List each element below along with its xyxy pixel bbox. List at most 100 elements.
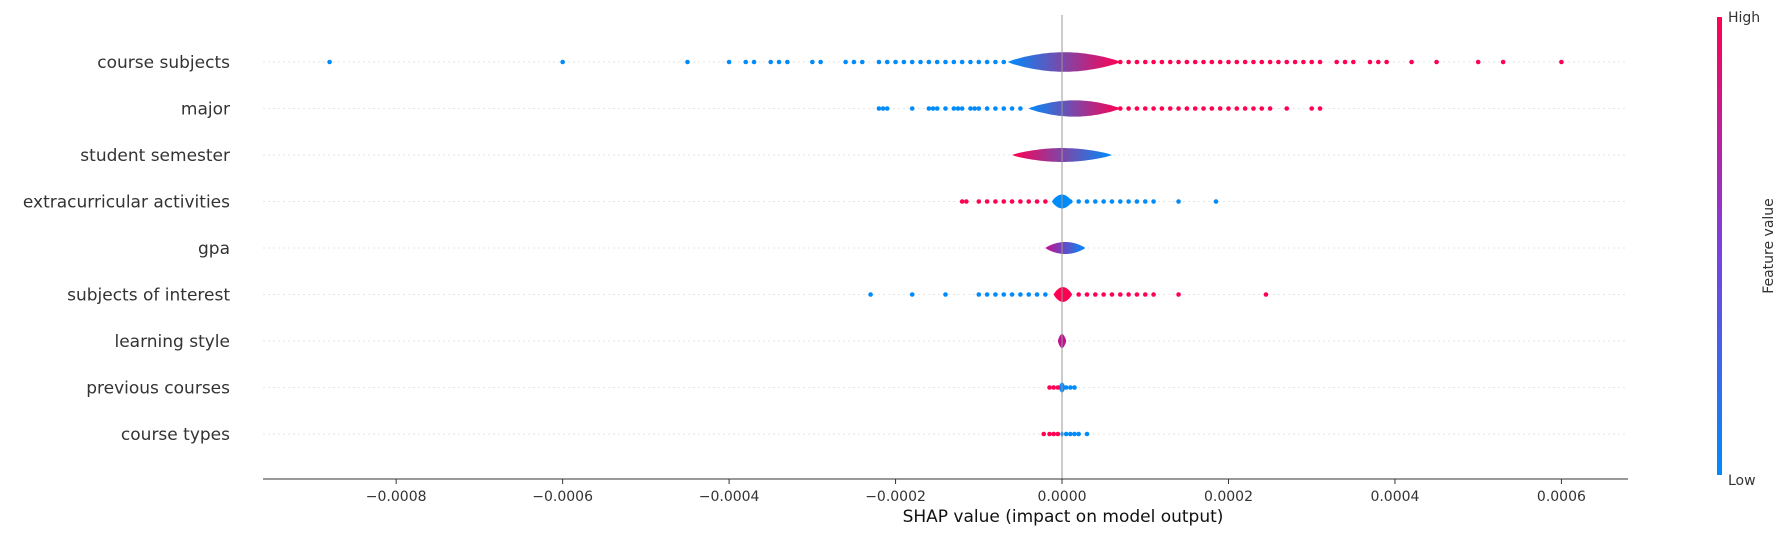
data-point bbox=[1034, 292, 1040, 297]
data-point bbox=[1242, 106, 1248, 111]
data-point bbox=[1351, 59, 1356, 65]
data-point bbox=[1309, 59, 1315, 65]
data-point bbox=[930, 106, 936, 111]
data-point bbox=[776, 59, 782, 65]
data-point bbox=[1009, 292, 1015, 297]
x-tick-label: 0.0000 bbox=[1038, 489, 1087, 505]
data-point bbox=[1192, 59, 1198, 65]
data-point bbox=[959, 199, 965, 204]
data-point bbox=[1001, 199, 1007, 204]
feature-label: course subjects bbox=[97, 53, 230, 73]
data-point bbox=[1026, 292, 1032, 297]
data-point bbox=[955, 106, 961, 111]
x-tick-label: −0.0008 bbox=[366, 489, 427, 505]
data-point bbox=[1072, 431, 1077, 437]
data-point bbox=[843, 59, 848, 65]
data-point bbox=[1117, 106, 1123, 111]
data-point bbox=[1184, 59, 1190, 65]
data-point bbox=[1068, 431, 1073, 437]
data-point bbox=[1167, 106, 1173, 111]
data-point bbox=[943, 106, 948, 111]
data-point bbox=[976, 292, 982, 297]
violin-body bbox=[1053, 287, 1072, 302]
data-point bbox=[876, 106, 882, 111]
data-point bbox=[1047, 385, 1052, 390]
data-point bbox=[1384, 59, 1389, 65]
data-point bbox=[1151, 106, 1156, 111]
data-point bbox=[1176, 292, 1181, 297]
data-point bbox=[1084, 431, 1090, 437]
data-point bbox=[1076, 292, 1081, 297]
data-point bbox=[1159, 59, 1165, 65]
data-point bbox=[1284, 106, 1290, 111]
data-point bbox=[972, 106, 977, 111]
data-point bbox=[984, 59, 990, 65]
data-point bbox=[1159, 106, 1165, 111]
data-point bbox=[951, 59, 957, 65]
feature-label: previous courses bbox=[86, 379, 230, 399]
feature-label: subjects of interest bbox=[67, 286, 230, 306]
colorbar-high-label: High bbox=[1728, 10, 1760, 26]
data-point bbox=[1047, 431, 1052, 437]
data-point bbox=[1134, 199, 1140, 204]
data-point bbox=[1051, 385, 1057, 390]
x-tick-label: −0.0004 bbox=[699, 489, 760, 505]
data-point bbox=[1301, 59, 1306, 65]
feature-labels: course subjects major student semester extr… bbox=[23, 53, 230, 445]
data-point bbox=[901, 59, 907, 65]
data-point bbox=[1043, 199, 1048, 204]
data-point bbox=[1063, 431, 1069, 437]
data-point bbox=[1051, 431, 1057, 437]
data-point bbox=[1117, 292, 1123, 297]
data-point bbox=[959, 59, 965, 65]
data-point bbox=[984, 292, 990, 297]
data-point bbox=[926, 59, 932, 65]
x-tick-label: 0.0006 bbox=[1537, 489, 1586, 505]
data-point bbox=[1242, 59, 1248, 65]
data-point bbox=[743, 59, 749, 65]
data-point bbox=[993, 59, 998, 65]
data-point bbox=[751, 59, 757, 65]
data-point bbox=[876, 59, 882, 65]
data-point bbox=[1034, 199, 1040, 204]
x-tick-label: 0.0004 bbox=[1370, 489, 1419, 505]
data-point bbox=[909, 292, 915, 297]
data-point bbox=[1226, 59, 1231, 65]
colorbar-low-label: Low bbox=[1728, 473, 1756, 489]
data-point bbox=[1151, 292, 1156, 297]
data-point bbox=[1126, 59, 1131, 65]
data-point bbox=[1317, 106, 1323, 111]
data-point bbox=[964, 199, 969, 204]
x-tick-label: −0.0006 bbox=[532, 489, 593, 505]
data-point bbox=[1475, 59, 1481, 65]
data-point bbox=[918, 59, 923, 65]
data-point bbox=[1076, 431, 1081, 437]
data-point bbox=[993, 199, 998, 204]
data-point bbox=[1109, 199, 1115, 204]
data-point bbox=[1259, 106, 1265, 111]
data-point bbox=[1055, 431, 1061, 437]
data-point bbox=[1201, 106, 1206, 111]
data-point bbox=[1317, 59, 1323, 65]
data-point bbox=[726, 59, 732, 65]
data-point bbox=[993, 292, 998, 297]
feature-label: major bbox=[181, 100, 230, 120]
data-point bbox=[1142, 292, 1148, 297]
data-point bbox=[1101, 199, 1106, 204]
data-point bbox=[1176, 199, 1181, 204]
data-point bbox=[1267, 106, 1273, 111]
data-point bbox=[1026, 199, 1032, 204]
data-point bbox=[1018, 292, 1023, 297]
data-point bbox=[1084, 199, 1090, 204]
data-point bbox=[984, 106, 990, 111]
data-point bbox=[993, 106, 998, 111]
data-point bbox=[1043, 292, 1048, 297]
data-point bbox=[1209, 106, 1215, 111]
data-point bbox=[976, 106, 982, 111]
data-point bbox=[1201, 59, 1206, 65]
colorbar-title: Feature value bbox=[1761, 198, 1777, 294]
data-point bbox=[1101, 292, 1106, 297]
data-point bbox=[1234, 59, 1240, 65]
point-layer bbox=[327, 59, 1564, 437]
